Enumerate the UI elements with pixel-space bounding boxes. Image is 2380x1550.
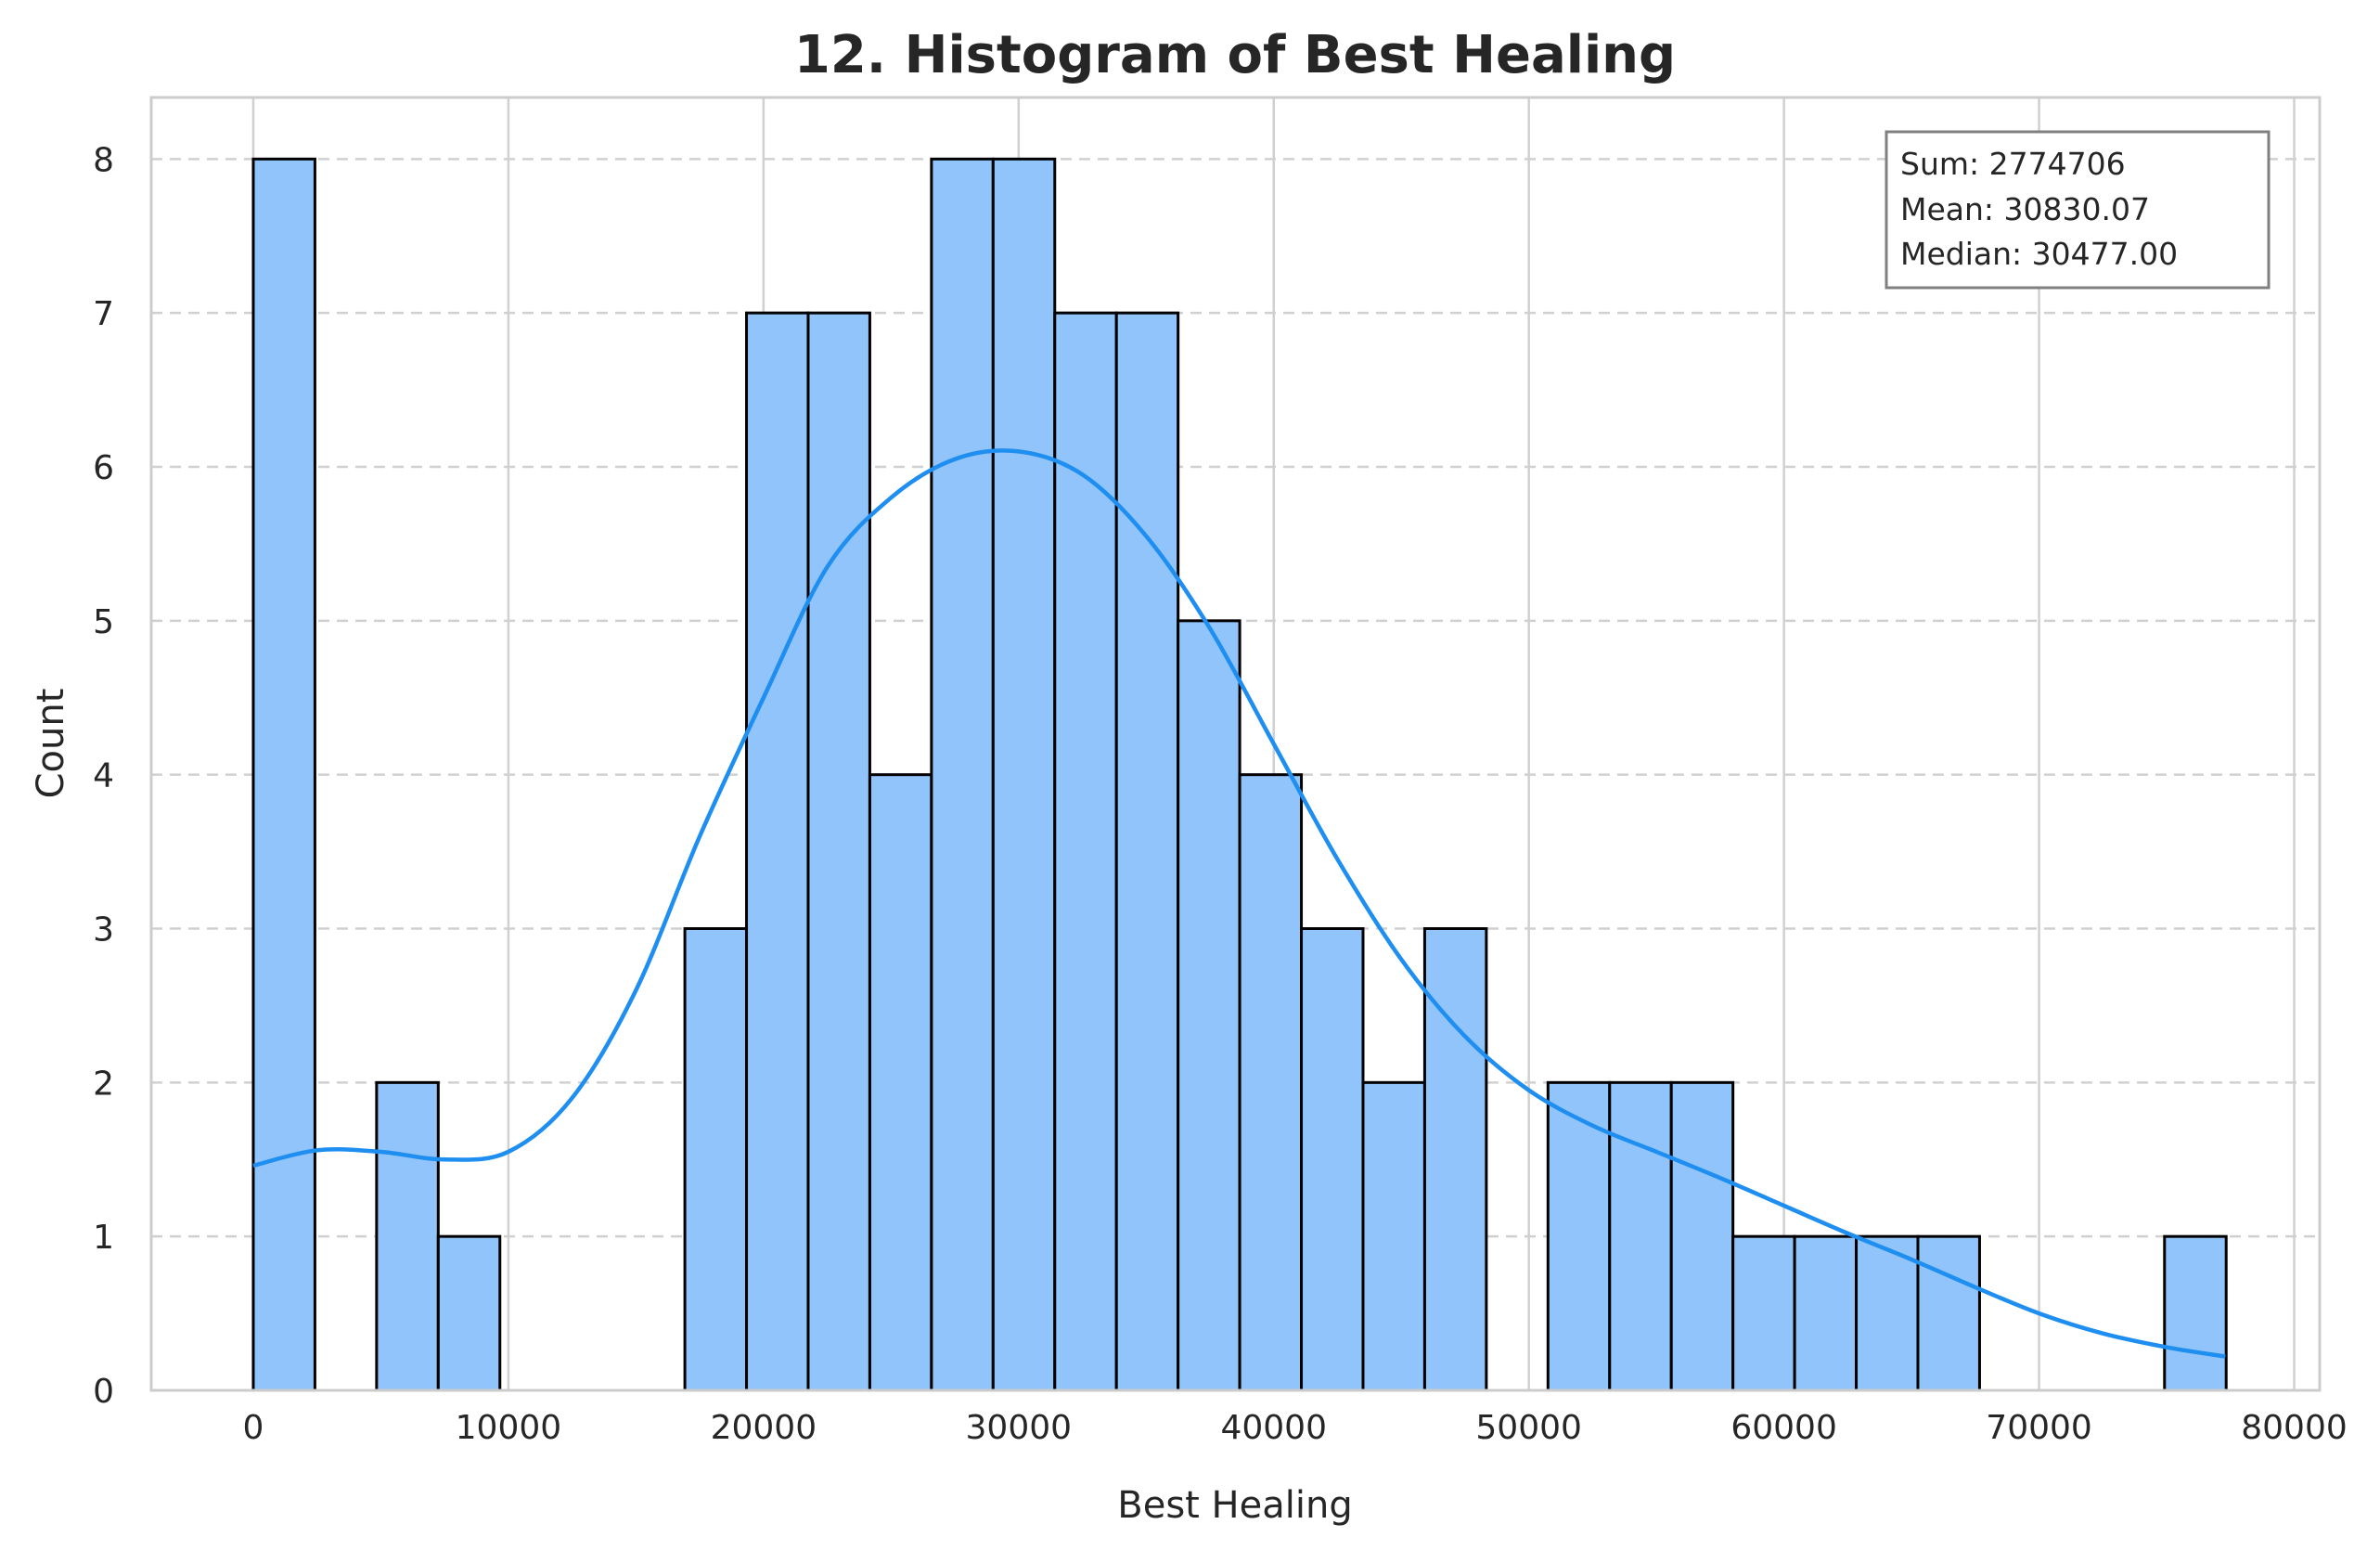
x-tick-label: 10000: [456, 1409, 562, 1447]
histogram-bar: [251, 157, 316, 1392]
histogram-bar: [1916, 1234, 1981, 1392]
histogram-bars: [251, 157, 2228, 1392]
histogram-bar: [375, 1080, 440, 1392]
histogram-bar: [1114, 311, 1180, 1392]
y-tick-label: 3: [93, 911, 114, 949]
kde-curve-layer: [252, 448, 2226, 1359]
histogram-bar: [2163, 1234, 2228, 1392]
histogram-bar: [436, 1234, 502, 1392]
histogram-bar: [1608, 1080, 1673, 1392]
histogram-bar: [1793, 1234, 1859, 1392]
stats-median: Median: 30477.00: [1900, 236, 2178, 272]
y-tick-labels: 0 1 2 3 4 5 6 7 8: [93, 141, 114, 1411]
chart-title: 12. Histogram of Best Healing: [794, 25, 1676, 85]
histogram-bar: [1422, 927, 1488, 1392]
stats-box-frame: [1885, 130, 2271, 290]
stats-sum: Sum: 2774706: [1900, 146, 2126, 182]
x-tick-label: 0: [243, 1409, 264, 1447]
histogram-bar: [806, 311, 871, 1392]
y-tick-label: 2: [93, 1065, 114, 1103]
y-tick-label: 5: [93, 603, 114, 641]
histogram-bar: [1300, 927, 1365, 1392]
histogram-bar: [683, 927, 749, 1392]
x-tick-label: 60000: [1730, 1409, 1837, 1447]
y-tick-label: 7: [93, 295, 114, 333]
y-tick-label: 0: [93, 1373, 114, 1411]
x-tick-labels: 0 10000 20000 30000 40000 50000 60000 70000 8000…: [243, 1409, 2348, 1447]
y-tick-label: 6: [93, 449, 114, 487]
kde-curve: [252, 448, 2226, 1359]
histogram-bar: [1238, 773, 1304, 1392]
x-axis-label: Best Healing: [1117, 1484, 1352, 1527]
y-tick-label: 8: [93, 141, 114, 179]
x-tick-label: 50000: [1475, 1409, 1582, 1447]
x-tick-label: 80000: [2241, 1409, 2348, 1447]
histogram-bar: [868, 773, 933, 1392]
histogram-bar: [991, 157, 1057, 1392]
x-tick-label: 70000: [1986, 1409, 2092, 1447]
histogram-bar: [1177, 619, 1241, 1392]
histogram-bar: [745, 311, 810, 1392]
y-tick-label: 4: [93, 757, 114, 795]
stats-mean: Mean: 30830.07: [1900, 191, 2150, 227]
plot-frame: [149, 96, 2322, 1392]
histogram-bar: [1731, 1234, 1796, 1392]
stats-box: Sum: 2774706 Mean: 30830.07 Median: 3047…: [1885, 130, 2271, 290]
x-tick-label: 30000: [966, 1409, 1073, 1447]
x-tick-label: 40000: [1220, 1409, 1327, 1447]
histogram-bar: [930, 157, 995, 1392]
histogram-bar: [1669, 1080, 1735, 1392]
y-axis-label: Count: [30, 689, 72, 799]
x-tick-label: 20000: [711, 1409, 817, 1447]
y-tick-label: 1: [93, 1219, 114, 1257]
histogram-bar: [1361, 1080, 1426, 1392]
